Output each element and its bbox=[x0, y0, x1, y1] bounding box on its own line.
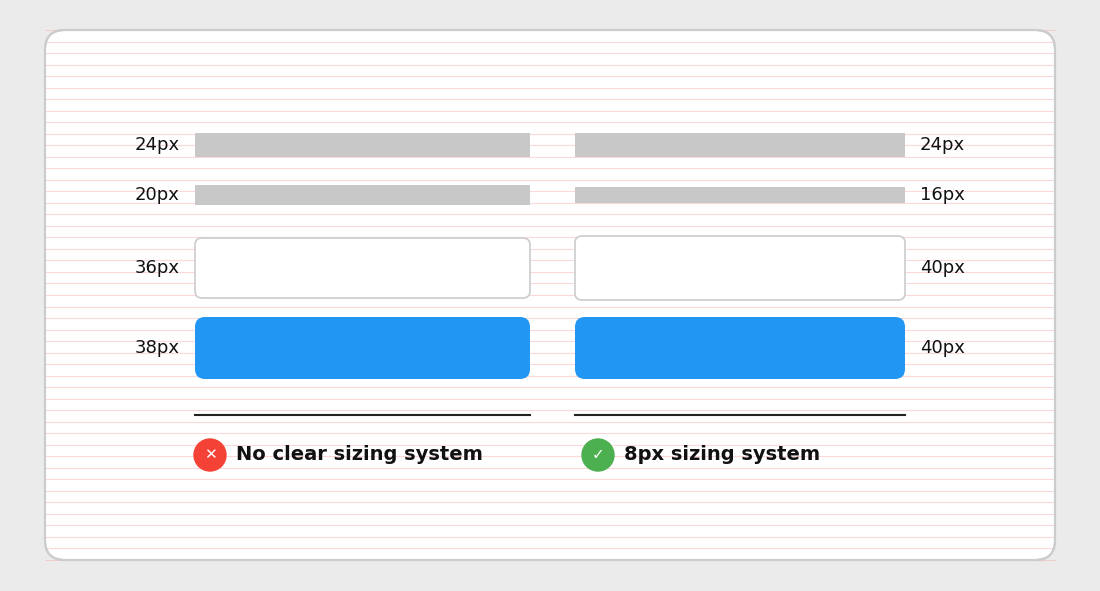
FancyBboxPatch shape bbox=[575, 236, 905, 300]
Text: 8px sizing system: 8px sizing system bbox=[624, 446, 821, 465]
Bar bbox=[575, 187, 905, 203]
Text: 40px: 40px bbox=[920, 339, 965, 357]
Text: 16px: 16px bbox=[920, 186, 965, 204]
Text: ✓: ✓ bbox=[592, 447, 604, 463]
Text: 20px: 20px bbox=[135, 186, 180, 204]
Bar bbox=[195, 185, 530, 205]
FancyBboxPatch shape bbox=[195, 317, 530, 379]
Text: 40px: 40px bbox=[920, 259, 965, 277]
FancyBboxPatch shape bbox=[575, 317, 905, 379]
Bar bbox=[575, 133, 905, 157]
FancyBboxPatch shape bbox=[195, 238, 530, 298]
Text: ✕: ✕ bbox=[204, 447, 217, 463]
Text: 24px: 24px bbox=[135, 136, 180, 154]
Bar bbox=[195, 133, 530, 157]
Text: No clear sizing system: No clear sizing system bbox=[236, 446, 483, 465]
FancyBboxPatch shape bbox=[45, 30, 1055, 560]
Text: 24px: 24px bbox=[920, 136, 965, 154]
Text: 36px: 36px bbox=[135, 259, 180, 277]
Circle shape bbox=[194, 439, 226, 471]
Circle shape bbox=[582, 439, 614, 471]
Text: 38px: 38px bbox=[135, 339, 180, 357]
